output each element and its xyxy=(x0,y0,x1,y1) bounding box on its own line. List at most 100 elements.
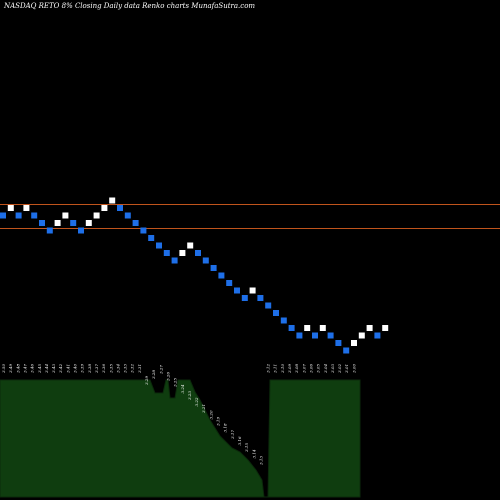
price-label: 3.40 xyxy=(73,364,78,373)
price-label: 3.42 xyxy=(58,364,63,373)
price-label: 3.23 xyxy=(187,391,192,400)
renko-brick-down xyxy=(234,287,240,294)
renko-brick-down xyxy=(273,310,279,316)
renko-brick-down xyxy=(327,332,334,339)
renko-brick-up xyxy=(7,205,14,211)
price-label: 3.36 xyxy=(101,364,106,373)
renko-brick-down xyxy=(0,212,6,219)
price-label: 3.00 xyxy=(351,364,356,373)
renko-brick-down xyxy=(226,280,233,286)
price-label: 3.20 xyxy=(208,410,213,419)
renko-brick-down xyxy=(202,257,209,264)
renko-brick-down xyxy=(31,212,38,219)
renko-brick-up xyxy=(304,325,311,331)
renko-brick-up xyxy=(358,332,365,339)
price-label: 3.12 xyxy=(266,364,271,373)
price-label: 3.34 xyxy=(115,364,120,373)
price-label: 3.08 xyxy=(294,364,299,373)
price-label: 3.09 xyxy=(287,364,292,373)
renko-brick-down xyxy=(156,242,162,249)
renko-brick-down xyxy=(257,295,264,301)
price-label: 3.22 xyxy=(194,397,199,406)
price-label: 3.16 xyxy=(237,436,242,445)
renko-brick-down xyxy=(343,347,350,354)
price-label: 3.27 xyxy=(158,365,163,374)
renko-brick-down xyxy=(218,272,225,279)
renko-brick-down xyxy=(296,332,303,339)
price-label: 3.38 xyxy=(87,364,92,373)
renko-brick-down xyxy=(288,325,295,331)
renko-brick-down xyxy=(171,257,178,264)
price-label: 3.26 xyxy=(165,372,170,381)
price-label: 3.13 xyxy=(258,456,263,465)
price-label: 3.14 xyxy=(251,449,256,458)
price-label: 3.07 xyxy=(301,364,306,373)
price-label: 3.29 xyxy=(144,376,149,385)
price-label: 3.35 xyxy=(108,364,113,373)
price-label: 3.18 xyxy=(223,423,228,432)
renko-brick-down xyxy=(210,265,217,271)
price-label: 3.05 xyxy=(316,364,321,373)
renko-brick-down xyxy=(163,250,170,256)
renko-brick-up xyxy=(187,242,194,249)
renko-brick-down xyxy=(132,220,139,226)
price-label: 3.31 xyxy=(137,364,142,373)
renko-bricks xyxy=(0,197,389,354)
renko-brick-up xyxy=(249,287,256,294)
price-label: 3.24 xyxy=(180,384,185,393)
price-label: 3.45 xyxy=(37,364,42,373)
price-label: 3.41 xyxy=(65,364,70,373)
renko-brick-down xyxy=(46,227,53,234)
price-label: 3.21 xyxy=(201,404,206,413)
price-label: 3.47 xyxy=(22,364,27,373)
lower-panel-area xyxy=(0,379,361,498)
chart-title: NASDAQ RETO 8% Closing Daily data Renko … xyxy=(3,2,255,10)
renko-brick-up xyxy=(179,250,186,256)
price-label: 3.17 xyxy=(230,430,235,439)
price-label: 3.50 xyxy=(1,364,6,373)
price-label: 3.33 xyxy=(123,364,128,373)
renko-brick-down xyxy=(70,220,77,226)
renko-brick-down xyxy=(148,235,155,241)
renko-brick-up xyxy=(319,325,326,331)
renko-brick-up xyxy=(382,325,389,331)
renko-brick-down xyxy=(312,332,318,339)
price-label: 3.25 xyxy=(173,378,178,387)
price-label: 3.44 xyxy=(44,364,49,373)
renko-brick-up xyxy=(54,220,61,226)
renko-brick-down xyxy=(124,212,131,219)
renko-brick-down xyxy=(195,250,201,256)
renko-brick-down xyxy=(15,212,22,219)
renko-brick-up xyxy=(351,340,357,346)
price-label: 3.02 xyxy=(337,364,342,373)
renko-brick-up xyxy=(366,325,373,331)
renko-brick-up xyxy=(85,220,92,226)
renko-brick-up xyxy=(101,205,108,211)
price-labels: 3.50 3.49 3.48 3.47 3.46 3.45 3.44 3.43 3.42 3.41… xyxy=(1,364,356,465)
price-label: 3.06 xyxy=(308,364,313,373)
price-label: 3.46 xyxy=(30,364,35,373)
price-label: 3.19 xyxy=(216,417,221,426)
renko-brick-down xyxy=(140,227,147,234)
price-label: 3.15 xyxy=(244,443,249,452)
price-label: 3.03 xyxy=(330,364,335,373)
renko-brick-down xyxy=(265,302,272,309)
renko-brick-up xyxy=(93,212,100,219)
renko-brick-down xyxy=(280,317,287,324)
price-label: 3.39 xyxy=(80,364,85,373)
renko-brick-up xyxy=(109,197,116,204)
renko-brick-down xyxy=(374,332,381,339)
price-label: 3.43 xyxy=(51,364,56,373)
price-label: 3.01 xyxy=(344,364,349,373)
renko-brick-up xyxy=(62,212,69,219)
price-label: 3.49 xyxy=(8,364,13,373)
lower-panel xyxy=(0,379,361,498)
renko-brick-up xyxy=(23,205,30,211)
price-label: 3.48 xyxy=(15,364,20,373)
price-label: 3.37 xyxy=(94,364,99,373)
renko-brick-down xyxy=(117,205,123,211)
price-label: 3.32 xyxy=(130,364,135,373)
price-label: 3.04 xyxy=(323,364,328,373)
renko-brick-down xyxy=(39,220,45,226)
